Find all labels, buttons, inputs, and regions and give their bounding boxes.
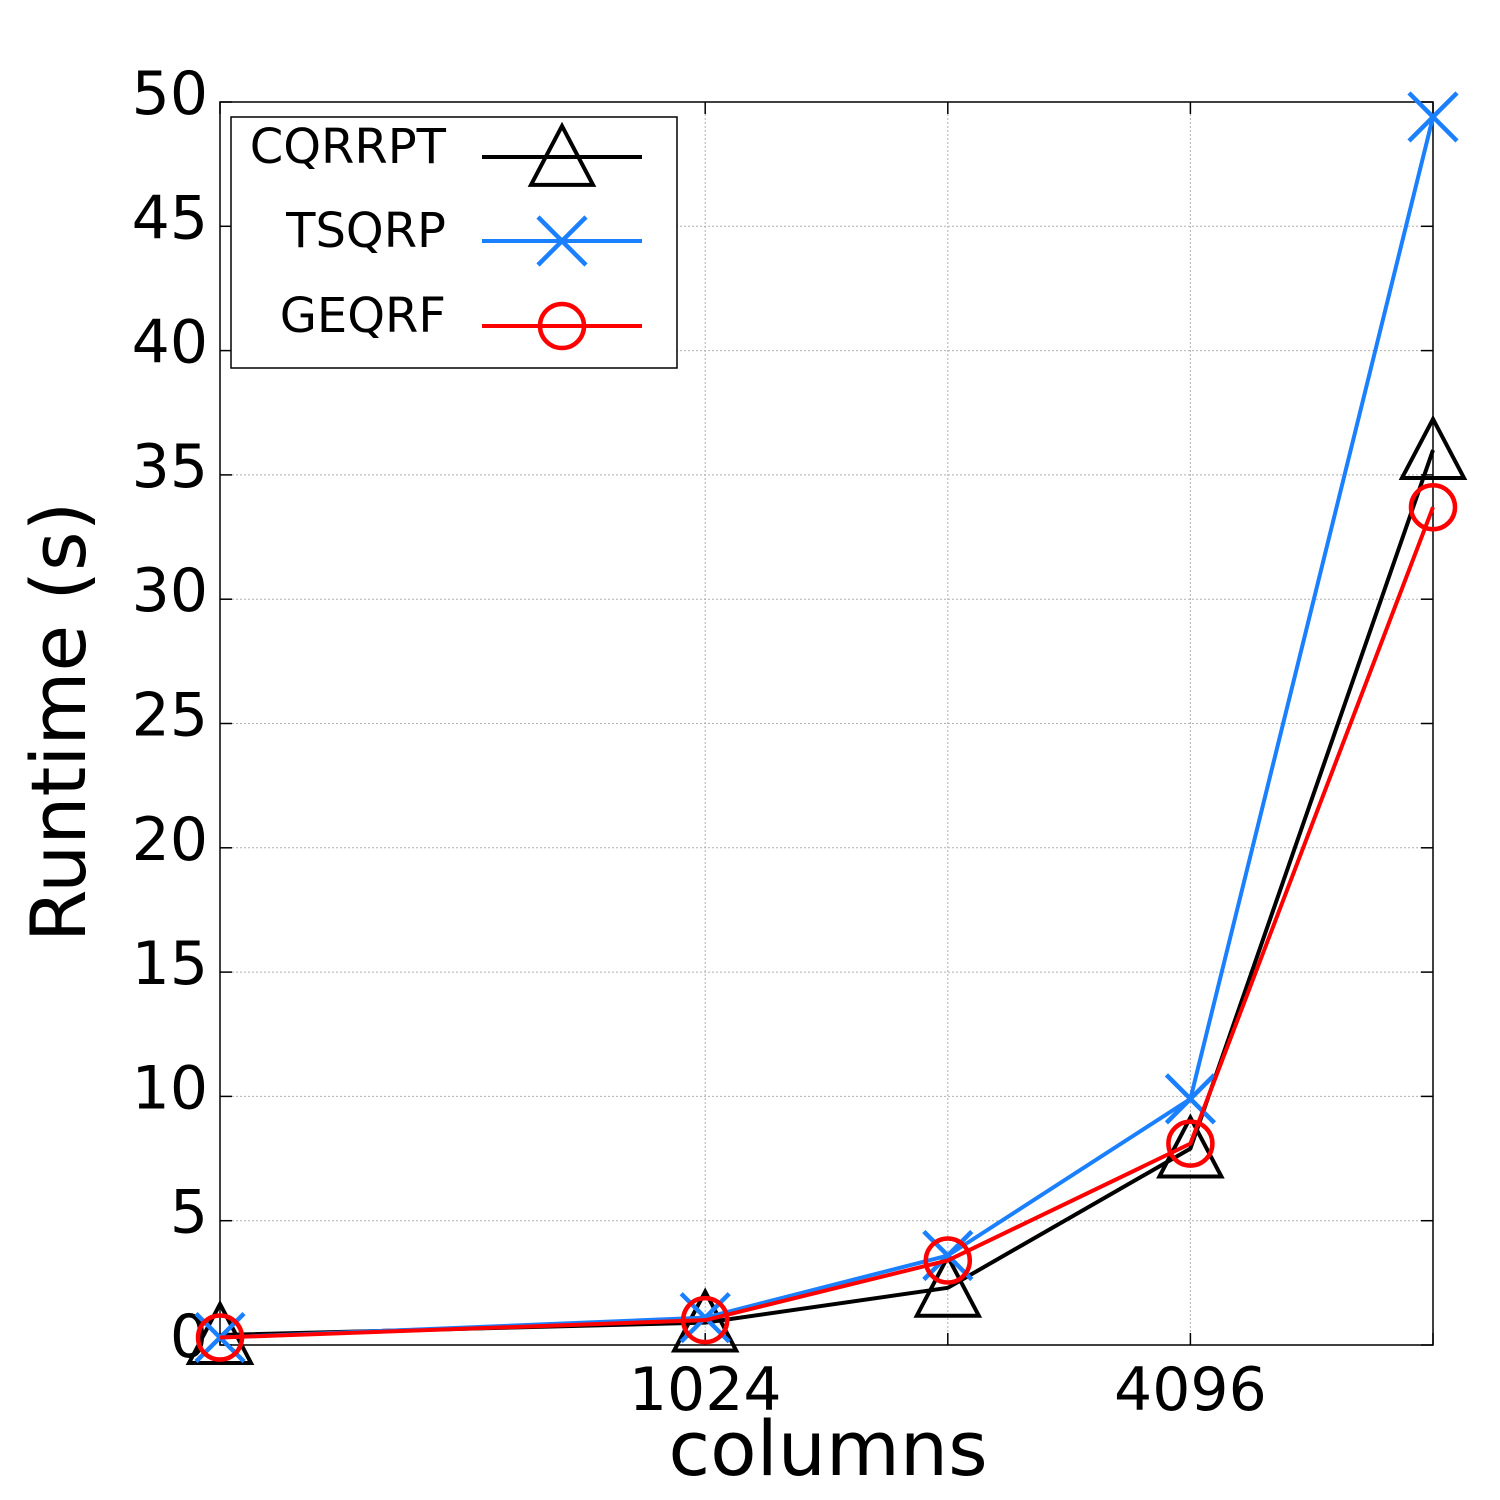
data-point bbox=[185, 1299, 255, 1365]
triangle-marker bbox=[1398, 414, 1468, 480]
data-point bbox=[680, 1295, 730, 1345]
legend-label: CQRRPT bbox=[250, 119, 447, 175]
triangle-marker bbox=[185, 1299, 255, 1365]
x-tick-label: 1024 bbox=[629, 1355, 782, 1425]
y-tick-label: 20 bbox=[132, 805, 208, 875]
y-tick-label: 45 bbox=[132, 183, 208, 253]
series-cqrrpt bbox=[185, 414, 1468, 1365]
legend-swatch-marker bbox=[537, 301, 587, 351]
triangle-marker bbox=[1156, 1113, 1225, 1179]
triangle-marker bbox=[527, 121, 597, 187]
data-point bbox=[1408, 482, 1458, 532]
series-geqrf bbox=[195, 482, 1458, 1362]
legend-label: GEQRF bbox=[280, 288, 446, 344]
data-point bbox=[923, 1236, 973, 1285]
legend-swatch-marker bbox=[527, 121, 597, 187]
y-tick-label: 15 bbox=[132, 929, 208, 999]
legend: CQRRPT TSQRP GEQRF bbox=[230, 116, 678, 369]
y-tick-label: 50 bbox=[132, 59, 208, 129]
data-point bbox=[913, 1252, 983, 1318]
triangle-marker bbox=[913, 1252, 983, 1318]
x-tick-label: 4096 bbox=[1114, 1355, 1267, 1425]
series-line bbox=[219, 506, 1435, 1340]
x-marker-stroke bbox=[1164, 1073, 1216, 1125]
circle-marker bbox=[1166, 1119, 1215, 1168]
x-axis-label: columns bbox=[668, 1404, 987, 1493]
y-tick-label: 5 bbox=[170, 1178, 208, 1248]
circle-marker bbox=[1408, 482, 1458, 532]
legend-swatch-marker bbox=[536, 215, 588, 267]
data-point bbox=[1164, 1073, 1216, 1125]
y-axis-label: Runtime (s) bbox=[14, 502, 103, 943]
x-marker-stroke bbox=[536, 215, 588, 267]
data-point bbox=[1398, 414, 1468, 480]
circle-marker bbox=[923, 1236, 973, 1285]
x-marker-stroke bbox=[1407, 91, 1459, 143]
y-tick-label: 35 bbox=[132, 432, 208, 502]
data-point bbox=[922, 1229, 974, 1282]
y-tick-label: 30 bbox=[132, 556, 208, 626]
data-point bbox=[195, 1313, 245, 1362]
x-marker-stroke bbox=[922, 1229, 974, 1282]
series-line bbox=[219, 449, 1435, 1338]
legend-label: TSQRP bbox=[285, 203, 446, 259]
data-point bbox=[1156, 1113, 1225, 1179]
data-point bbox=[1407, 91, 1459, 143]
circle-marker bbox=[537, 301, 587, 351]
data-point bbox=[1166, 1119, 1215, 1168]
y-tick-label: 40 bbox=[132, 308, 208, 378]
circle-marker bbox=[195, 1313, 245, 1362]
y-tick-label: 25 bbox=[132, 681, 208, 751]
data-series bbox=[185, 91, 1468, 1365]
y-tick-label: 10 bbox=[132, 1053, 208, 1123]
circle-marker bbox=[680, 1295, 730, 1345]
